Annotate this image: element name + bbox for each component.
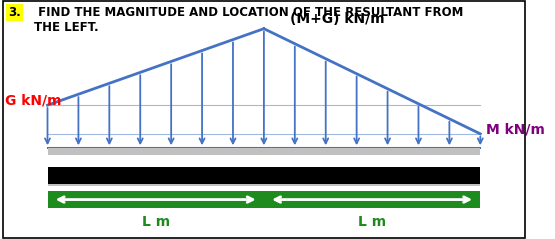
- Text: FIND THE MAGNITUDE AND LOCATION OF THE RESULTANT FROM
THE LEFT.: FIND THE MAGNITUDE AND LOCATION OF THE R…: [34, 6, 463, 34]
- Text: L m: L m: [142, 215, 170, 229]
- Bar: [48, 191, 480, 208]
- Bar: [48, 148, 480, 155]
- Text: 3.: 3.: [8, 6, 21, 19]
- Text: L m: L m: [358, 215, 386, 229]
- Bar: [48, 167, 480, 184]
- Text: M kN/m: M kN/m: [486, 122, 544, 136]
- Bar: [48, 184, 480, 186]
- Text: G kN/m: G kN/m: [6, 93, 62, 107]
- Text: (M+G) kN/m: (M+G) kN/m: [290, 12, 385, 26]
